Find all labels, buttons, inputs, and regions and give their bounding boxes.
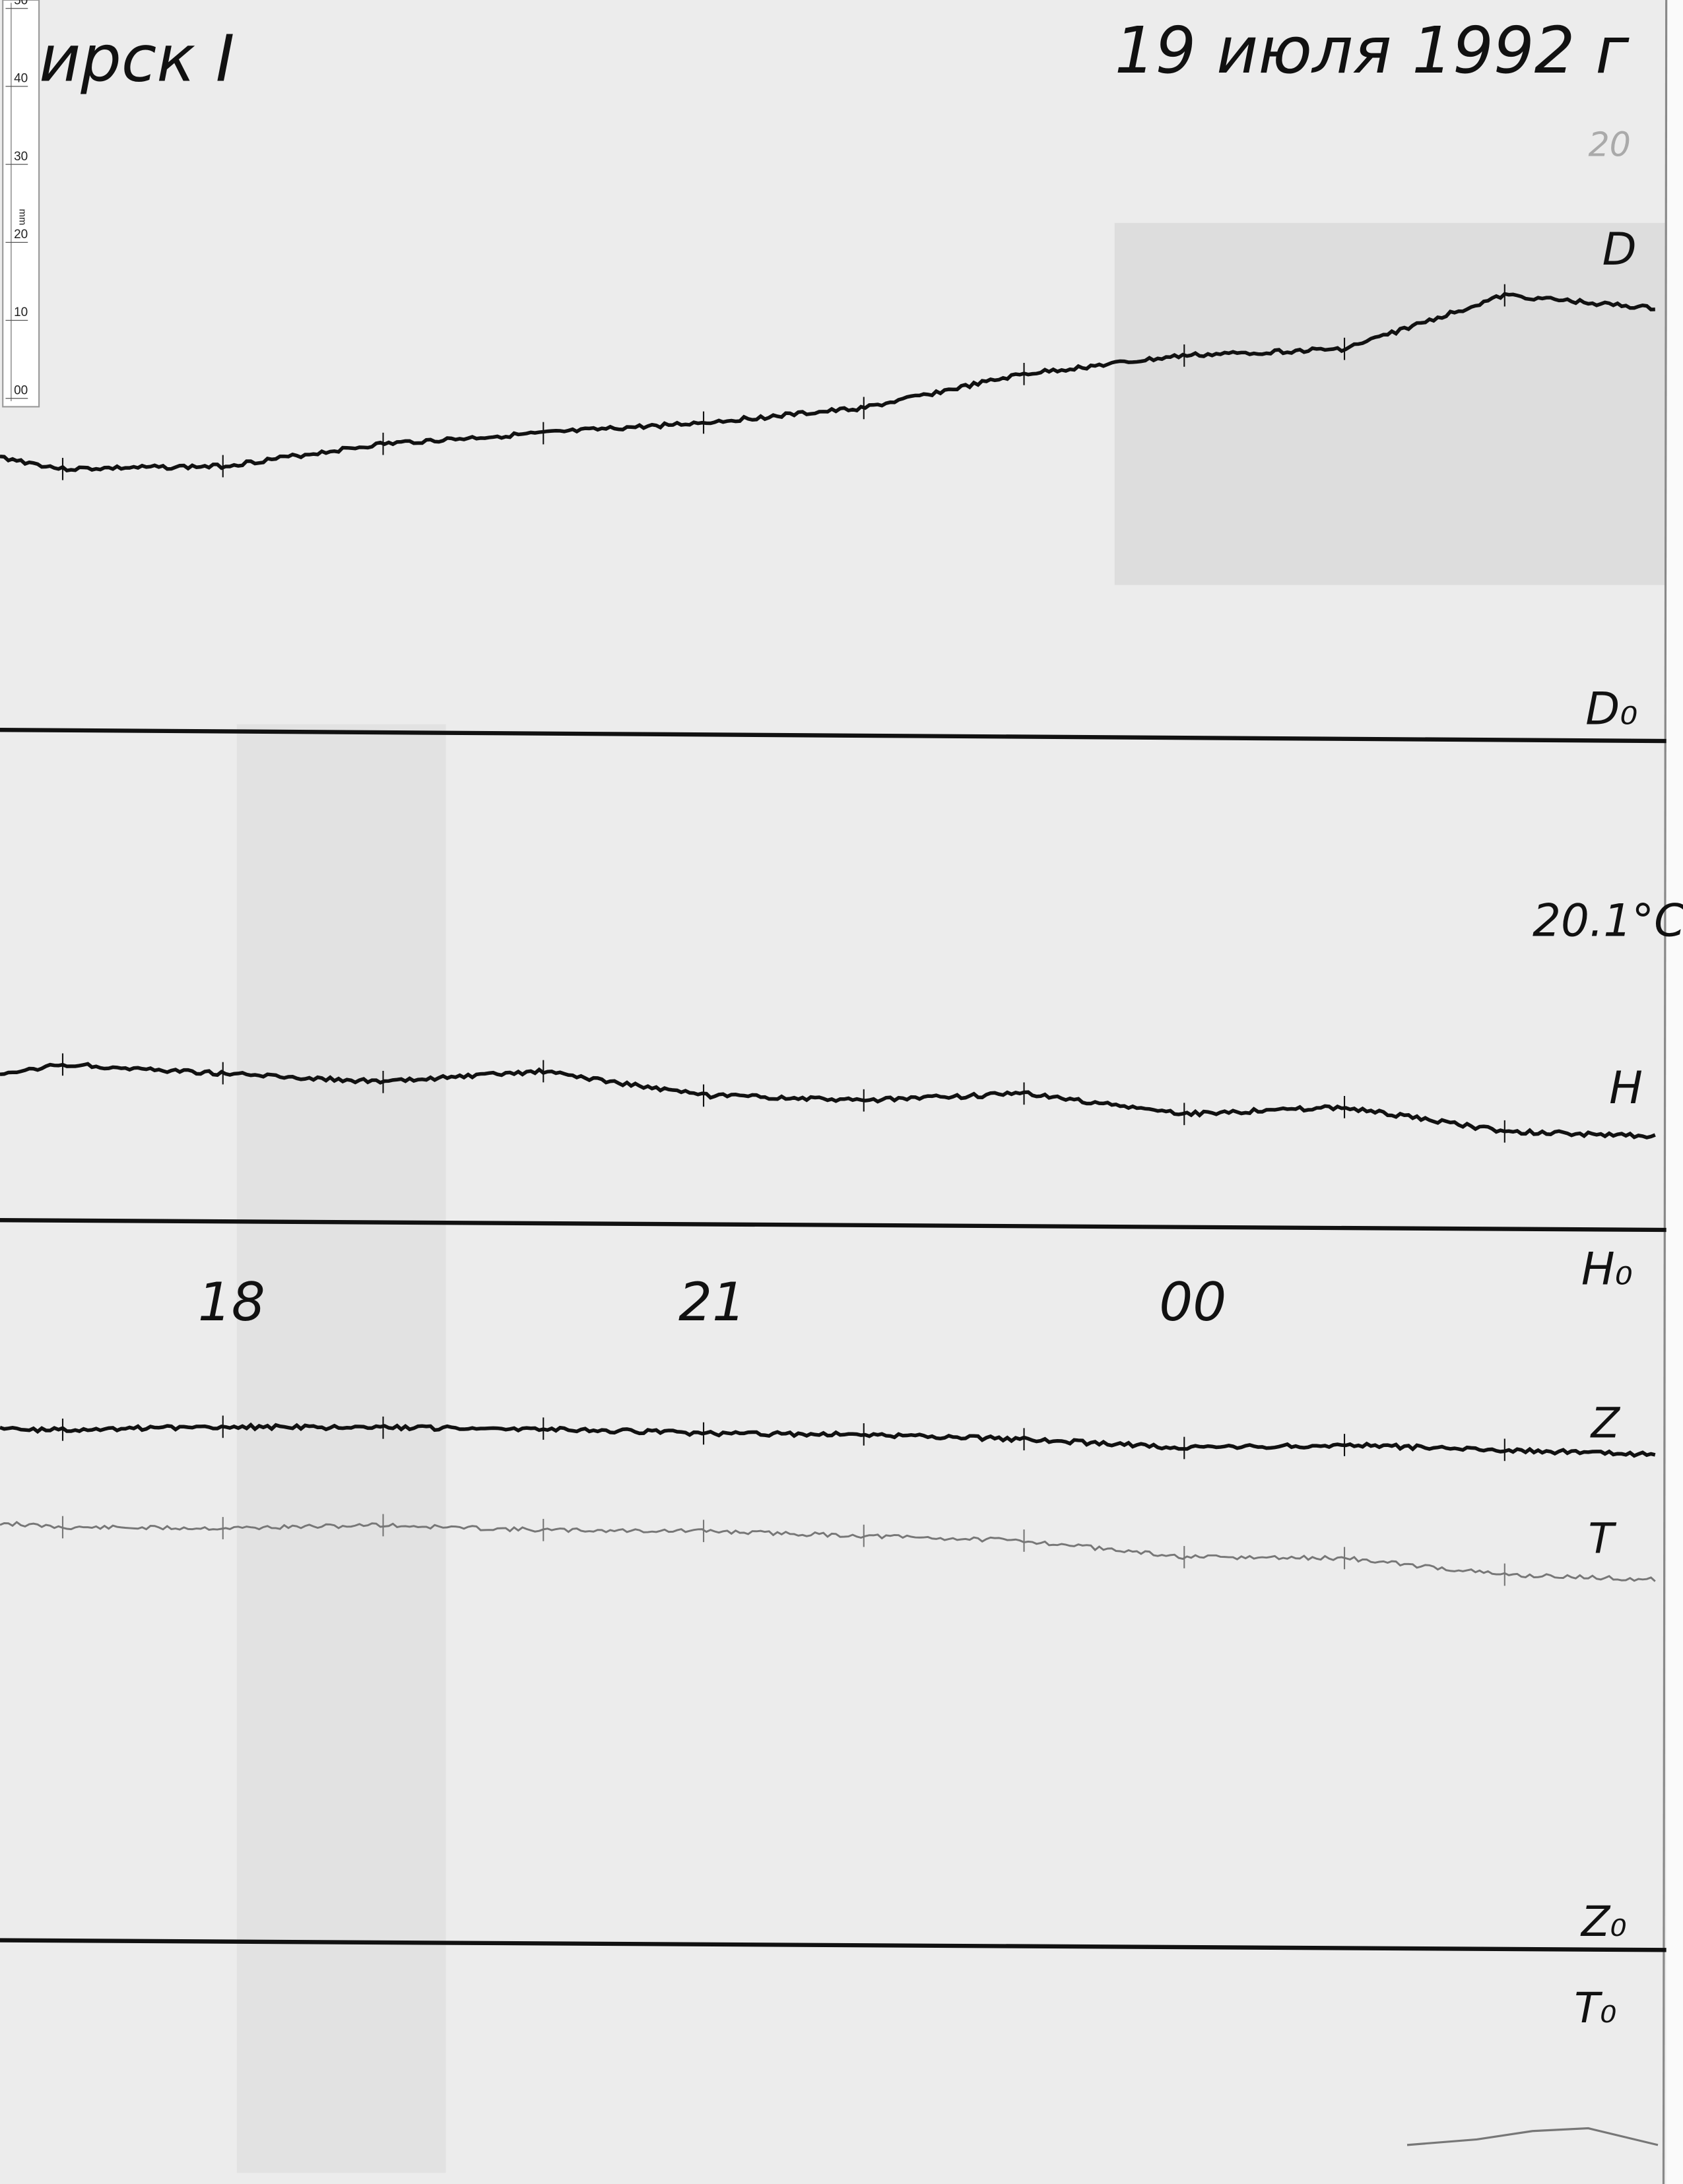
- label-temperature: 20.1°C: [1533, 895, 1683, 947]
- label-Z0: Z₀: [1580, 1897, 1627, 1946]
- time-label-21: 21: [678, 1271, 746, 1333]
- label-D: D: [1602, 223, 1637, 275]
- trace-D: [0, 292, 1655, 473]
- ruler-tick-label: 10: [14, 305, 28, 319]
- record-date: 19 июля 1992 г: [1115, 13, 1630, 88]
- ruler-unit: mm: [17, 209, 28, 226]
- label-T0: T₀: [1574, 1983, 1616, 2032]
- station-name: ирск I: [39, 21, 234, 96]
- trace-T: [0, 1520, 1656, 1582]
- time-label-00: 00: [1159, 1271, 1226, 1333]
- trace-fragment: [1406, 2127, 1659, 2146]
- baseline-Z0-T0: [0, 1938, 1666, 1952]
- baseline-H0: [0, 1218, 1666, 1233]
- trace-H: [0, 1062, 1656, 1140]
- baseline-D0: [0, 727, 1666, 744]
- trace-Z: [0, 1422, 1656, 1458]
- paper-edge-line: [1662, 0, 1668, 2184]
- label-T: T: [1588, 1514, 1616, 1563]
- ruler-tick-label: 20: [14, 228, 28, 241]
- scale-mark: 20: [1588, 125, 1630, 164]
- label-H: H: [1609, 1062, 1643, 1114]
- ruler-tick-label: 30: [14, 150, 28, 164]
- paper-stain: [236, 724, 446, 2173]
- label-Z: Z: [1590, 1399, 1621, 1448]
- mm-ruler: 00 10 20 30 40 50 mm: [2, 0, 40, 408]
- ruler-tick-label: 00: [14, 383, 28, 397]
- time-label-18: 18: [198, 1271, 265, 1333]
- paper-edge: [1666, 0, 1683, 2184]
- ruler-tick-label: 40: [14, 72, 28, 86]
- label-D0: D₀: [1585, 683, 1637, 735]
- paper-stain: [1114, 222, 1666, 585]
- ruler-tick-label: 50: [14, 0, 28, 7]
- label-H0: H₀: [1581, 1242, 1633, 1295]
